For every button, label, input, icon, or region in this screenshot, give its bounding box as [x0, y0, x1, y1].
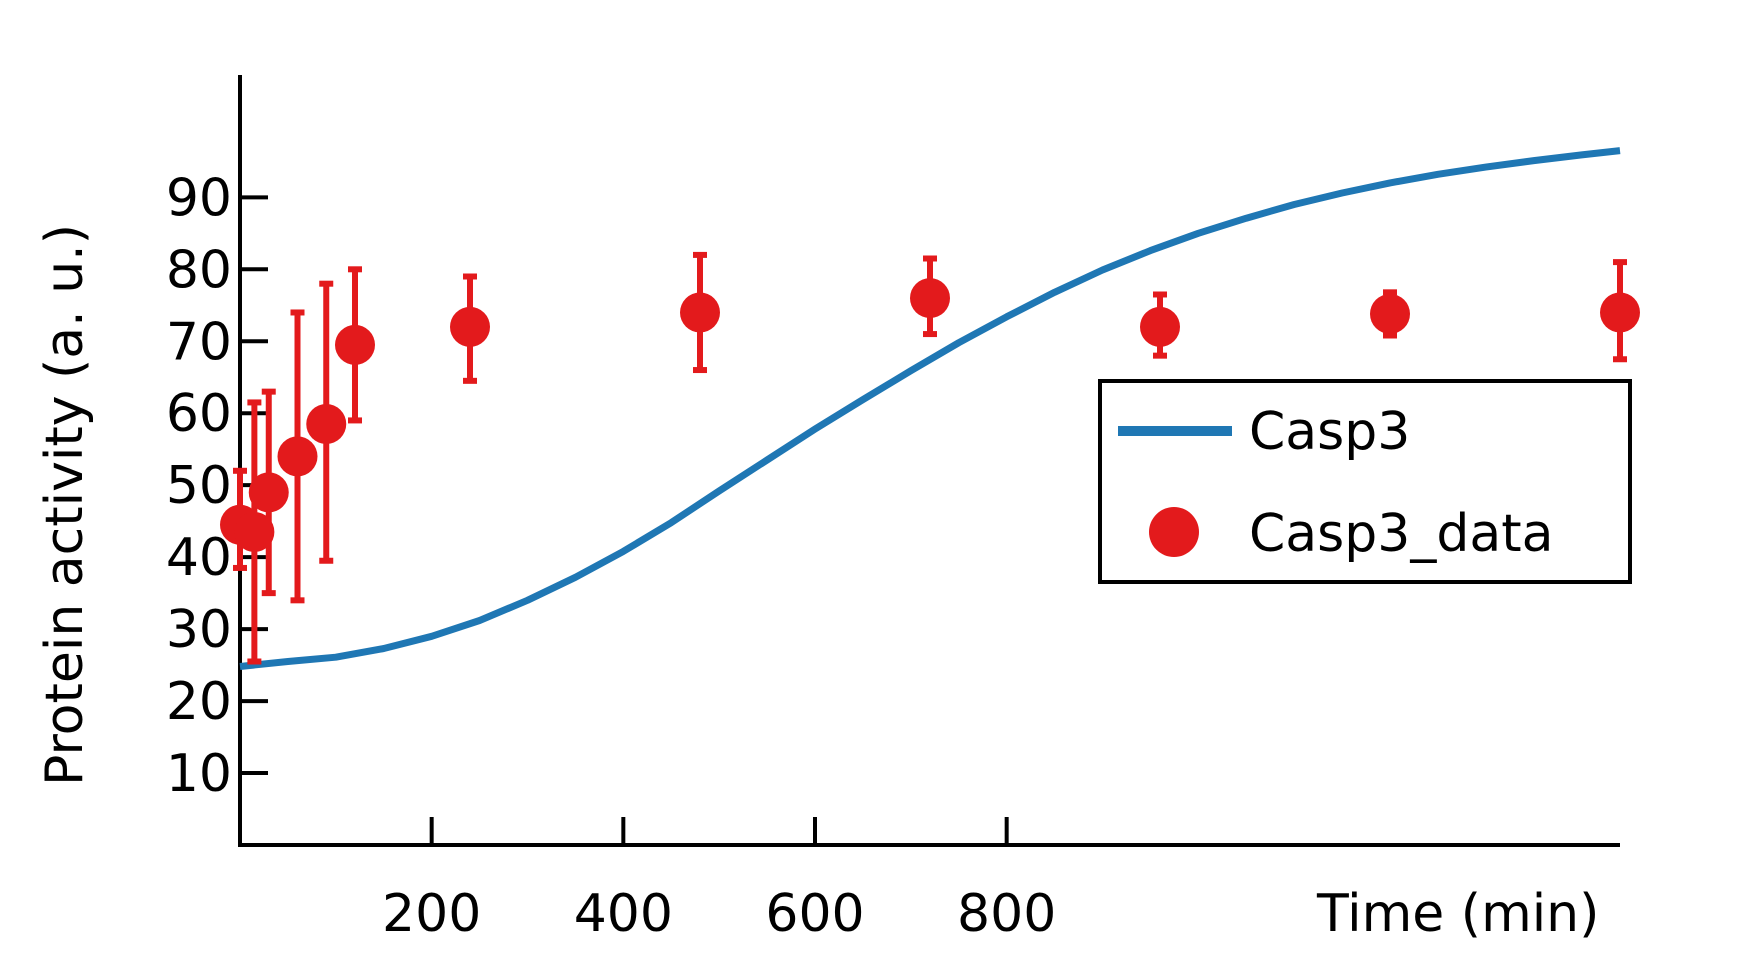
- y-tick-label: 90: [166, 168, 232, 228]
- data-point: [680, 292, 720, 333]
- x-tick-label: 800: [957, 884, 1056, 944]
- data-point: [306, 404, 347, 445]
- data-point: [277, 436, 318, 477]
- legend-box: [1098, 379, 1632, 584]
- x-tick-label: 400: [574, 884, 673, 944]
- y-tick-label: 50: [166, 456, 232, 516]
- data-point: [910, 278, 950, 319]
- data-point: [1600, 292, 1640, 333]
- y-tick-label: 70: [166, 312, 232, 372]
- axes: [238, 75, 1620, 847]
- data-point: [450, 306, 490, 347]
- casp3-line: [239, 147, 1621, 670]
- legend-label-casp3: Casp3: [1249, 402, 1410, 462]
- y-axis-label: Protein activity (a. u.): [35, 224, 95, 786]
- x-tick-label: 600: [765, 884, 864, 944]
- series-casp3-data: [220, 251, 1640, 665]
- y-tick-label: 10: [166, 744, 232, 804]
- legend: Casp3 Casp3_data: [1098, 379, 1632, 584]
- data-point: [1140, 306, 1180, 347]
- data-point: [1370, 293, 1410, 334]
- x-axis-label: Time (min): [1316, 884, 1599, 944]
- legend-label-casp3-data: Casp3_data: [1249, 504, 1553, 564]
- legend-swatch-casp3-data: [1149, 507, 1199, 557]
- y-tick-label: 30: [166, 600, 232, 660]
- data-point: [234, 511, 275, 552]
- y-tick-label: 60: [166, 384, 232, 444]
- series-casp3: [239, 147, 1621, 670]
- data-point: [248, 472, 289, 513]
- x-ticks: 200 400 600 800: [382, 817, 1056, 944]
- x-tick-label: 200: [382, 884, 481, 944]
- y-tick-label: 80: [166, 240, 232, 300]
- y-tick-label: 20: [166, 672, 232, 732]
- data-point: [335, 324, 375, 365]
- y-tick-label: 40: [166, 528, 232, 588]
